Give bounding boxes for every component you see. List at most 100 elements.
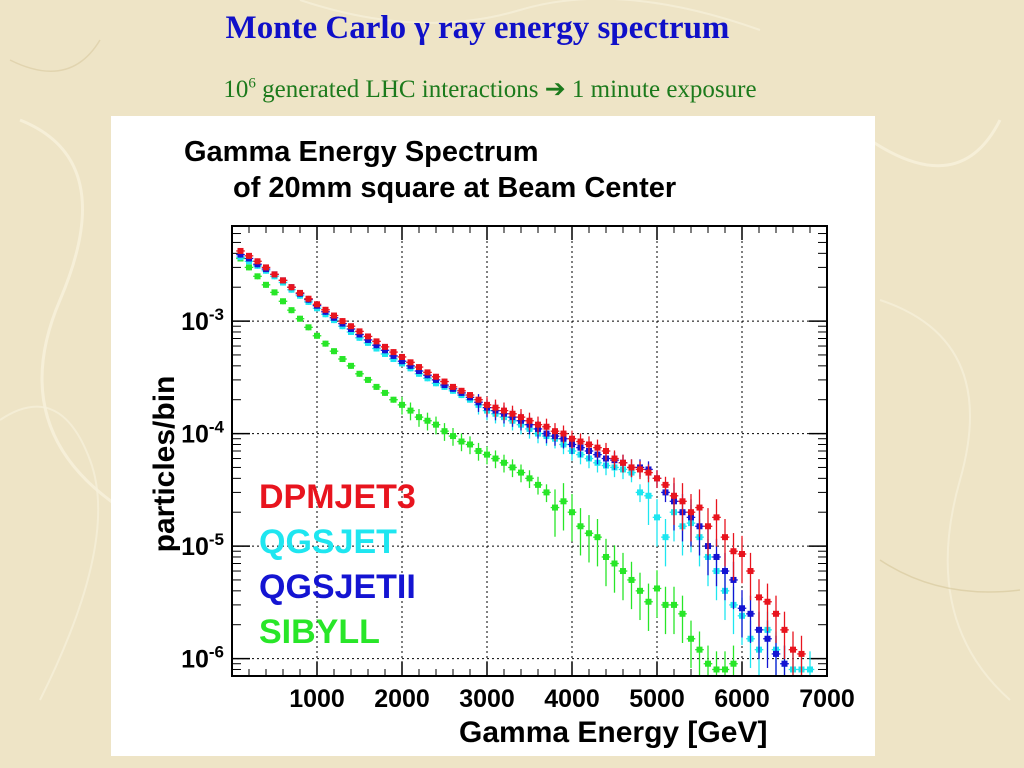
- legend-entry-qgsjetii: QGSJETII: [259, 568, 416, 606]
- data-point: [499, 454, 509, 473]
- data-point: [797, 635, 806, 676]
- slide-title: Monte Carlo γ ray energy spectrum: [225, 10, 730, 46]
- data-point: [729, 645, 738, 676]
- data-point: [567, 494, 577, 542]
- data-point: [270, 271, 279, 278]
- data-point: [406, 402, 415, 421]
- data-point: [253, 273, 262, 280]
- data-point: [389, 349, 398, 356]
- data-point: [329, 348, 339, 355]
- data-point: [703, 508, 713, 556]
- data-point: [686, 620, 696, 668]
- data-point: [457, 387, 466, 394]
- y-tick-label: 10-6: [181, 643, 224, 674]
- data-point: [355, 370, 364, 377]
- data-point: [312, 301, 322, 308]
- data-point: [465, 436, 475, 455]
- data-point: [474, 396, 483, 403]
- data-point: [805, 651, 815, 676]
- y-tick-label: 10-3: [181, 305, 224, 336]
- data-point: [661, 519, 670, 567]
- data-point: [355, 328, 364, 335]
- data-point: [669, 477, 679, 525]
- data-point: [244, 252, 254, 259]
- x-tick-label: 6000: [714, 685, 770, 713]
- data-point: [576, 508, 585, 556]
- data-point: [287, 307, 296, 314]
- x-axis-label: Gamma Energy [GeV]: [459, 716, 768, 749]
- data-point: [567, 430, 577, 449]
- subtitle-exponent: 6: [248, 75, 256, 92]
- data-point: [406, 359, 415, 366]
- data-point: [465, 392, 475, 399]
- data-point: [584, 436, 594, 455]
- plot-title-line1: Gamma Energy Spectrum: [184, 136, 539, 168]
- data-point: [423, 412, 432, 431]
- plot-title-line2: of 20mm square at Beam Center: [233, 172, 677, 204]
- data-point: [720, 519, 730, 567]
- data-point: [780, 611, 789, 660]
- data-point: [601, 538, 611, 587]
- data-point: [253, 258, 262, 265]
- x-tick-label: 3000: [459, 685, 515, 713]
- data-point: [686, 494, 696, 542]
- data-point: [627, 561, 636, 610]
- data-point: [644, 583, 653, 631]
- data-point: [533, 476, 543, 495]
- data-point: [491, 450, 500, 469]
- data-point: [729, 533, 738, 581]
- data-point: [703, 645, 713, 676]
- data-point: [431, 373, 441, 380]
- data-point: [788, 631, 798, 676]
- data-point: [720, 651, 730, 676]
- data-point: [295, 289, 305, 296]
- data-point: [516, 464, 526, 483]
- data-point: [618, 552, 628, 601]
- data-point: [576, 433, 585, 452]
- data-point: [440, 423, 449, 441]
- data-point: [542, 418, 551, 437]
- data-point: [278, 298, 288, 305]
- data-point: [525, 412, 534, 431]
- data-point: [550, 489, 560, 537]
- data-point: [372, 383, 381, 390]
- data-point: [559, 483, 568, 531]
- legend-entry-dpmjet3: DPMJET3: [259, 478, 416, 516]
- data-point: [321, 340, 330, 347]
- data-point: [644, 464, 653, 483]
- data-point: [389, 396, 398, 403]
- data-point: [678, 483, 687, 531]
- data-point: [737, 535, 747, 584]
- legend-entry-qgsjet: QGSJET: [259, 523, 397, 561]
- x-tick-label: 7000: [799, 685, 855, 713]
- data-point: [712, 651, 721, 676]
- data-point: [635, 572, 645, 621]
- data-point: [338, 318, 347, 325]
- data-point: [397, 353, 407, 360]
- plot-area: [232, 226, 827, 676]
- data-point: [287, 284, 296, 291]
- data-point: [499, 402, 509, 421]
- data-point: [423, 369, 432, 376]
- data-point: [746, 595, 755, 644]
- data-point: [372, 338, 381, 345]
- data-point: [635, 484, 645, 503]
- data-point: [712, 499, 721, 547]
- x-tick-label: 4000: [544, 685, 600, 713]
- x-tick-label: 2000: [374, 685, 430, 713]
- data-point: [652, 470, 662, 489]
- data-point: [321, 306, 330, 313]
- data-point: [584, 515, 594, 563]
- y-tick-label: 10-4: [181, 418, 224, 449]
- data-point: [695, 631, 704, 676]
- data-point: [363, 376, 373, 383]
- data-point: [491, 399, 500, 418]
- data-point: [627, 459, 636, 478]
- data-point: [312, 332, 322, 339]
- data-point: [414, 364, 424, 371]
- data-point: [338, 356, 347, 363]
- data-point: [516, 409, 526, 427]
- data-point: [363, 333, 373, 340]
- data-point: [763, 583, 772, 631]
